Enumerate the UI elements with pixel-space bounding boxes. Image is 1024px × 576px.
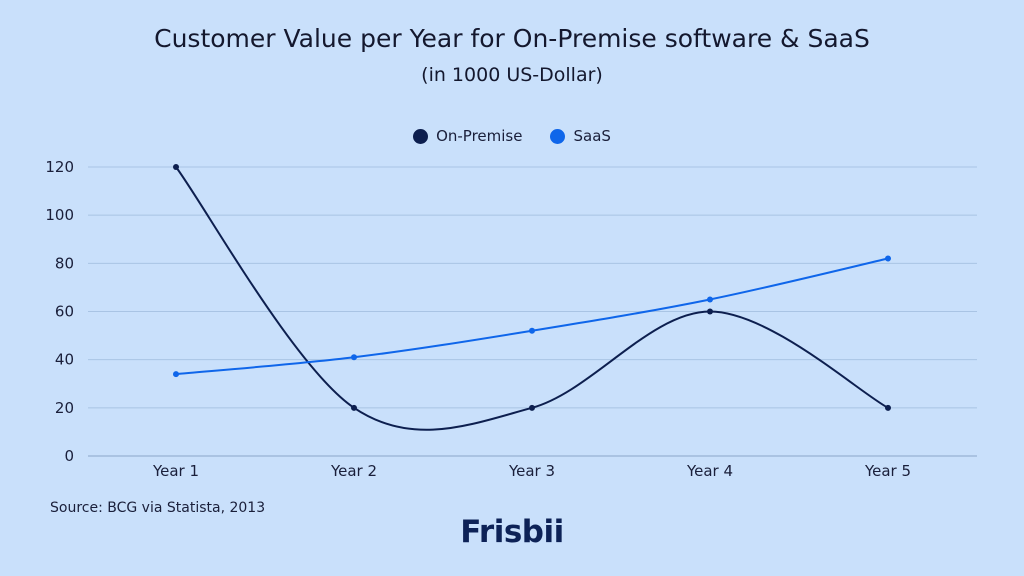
data-point-on-premise <box>529 404 535 411</box>
y-tick-label: 80 <box>55 254 74 272</box>
legend-item-on-premise: On-Premise <box>413 127 522 145</box>
legend-item-saas: SaaS <box>550 127 611 145</box>
series-line-on-premise <box>175 166 889 431</box>
chart-title: Customer Value per Year for On-Premise s… <box>154 24 870 53</box>
legend: On-Premise SaaS <box>0 127 1024 145</box>
data-point-on-premise <box>351 404 357 411</box>
data-point-saas <box>707 296 713 303</box>
data-point-on-premise <box>173 164 179 170</box>
x-tick-label: Year 1 <box>152 462 199 480</box>
legend-label-saas: SaaS <box>573 127 611 145</box>
x-tick-label: Year 5 <box>864 462 911 480</box>
y-tick-label: 60 <box>55 303 74 321</box>
x-tick-label: Year 3 <box>508 462 555 480</box>
y-tick-label: 40 <box>55 351 74 369</box>
x-tick-label: Year 2 <box>330 462 377 480</box>
data-point-saas <box>529 327 535 334</box>
data-point-on-premise <box>707 308 713 315</box>
frisbii-logo: Frisbii <box>460 514 564 550</box>
data-point-saas <box>351 354 357 361</box>
data-point-saas <box>173 371 179 378</box>
data-point-on-premise <box>885 404 891 411</box>
legend-marker-saas <box>550 128 566 144</box>
y-tick-label: 20 <box>55 399 74 417</box>
y-tick-label: 100 <box>45 206 74 224</box>
source-note: Source: BCG via Statista, 2013 <box>50 500 266 516</box>
legend-marker-on-premise <box>413 128 429 144</box>
data-point-saas <box>885 255 891 262</box>
series-line-saas <box>175 257 889 376</box>
y-tick-label: 0 <box>64 447 74 465</box>
legend-label-on-premise: On-Premise <box>436 127 523 145</box>
y-tick-label: 120 <box>45 158 74 176</box>
chart-subtitle: (in 1000 US-Dollar) <box>421 64 603 86</box>
x-tick-label: Year 4 <box>686 462 733 480</box>
